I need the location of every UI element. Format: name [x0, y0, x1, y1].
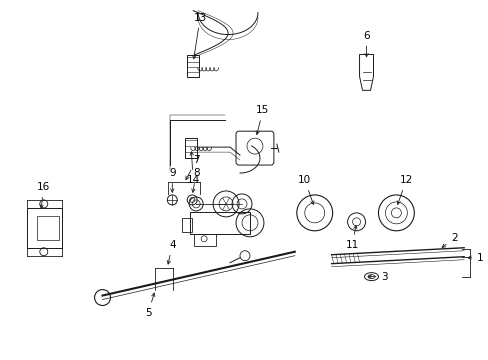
Text: 8: 8	[191, 168, 199, 192]
Bar	[187, 55, 199, 77]
Text: 11: 11	[345, 225, 359, 250]
Text: 15: 15	[256, 105, 269, 135]
Bar	[190, 212, 249, 234]
Text: 2: 2	[441, 233, 457, 247]
Text: 3: 3	[367, 272, 387, 282]
Text: 10: 10	[298, 175, 313, 204]
Text: 16: 16	[37, 182, 50, 208]
Text: 13: 13	[192, 13, 206, 59]
Text: 9: 9	[169, 168, 175, 192]
Bar	[27, 208, 61, 248]
Text: 6: 6	[363, 31, 369, 57]
Text: 14: 14	[186, 152, 200, 185]
Text: 1: 1	[467, 253, 483, 263]
Bar	[194, 234, 216, 246]
Text: 5: 5	[145, 293, 155, 318]
Bar	[182, 218, 192, 232]
Text: 12: 12	[396, 175, 412, 204]
Text: 4: 4	[167, 240, 175, 264]
Bar	[37, 216, 59, 240]
Text: 7: 7	[185, 155, 199, 180]
Bar	[185, 138, 197, 158]
